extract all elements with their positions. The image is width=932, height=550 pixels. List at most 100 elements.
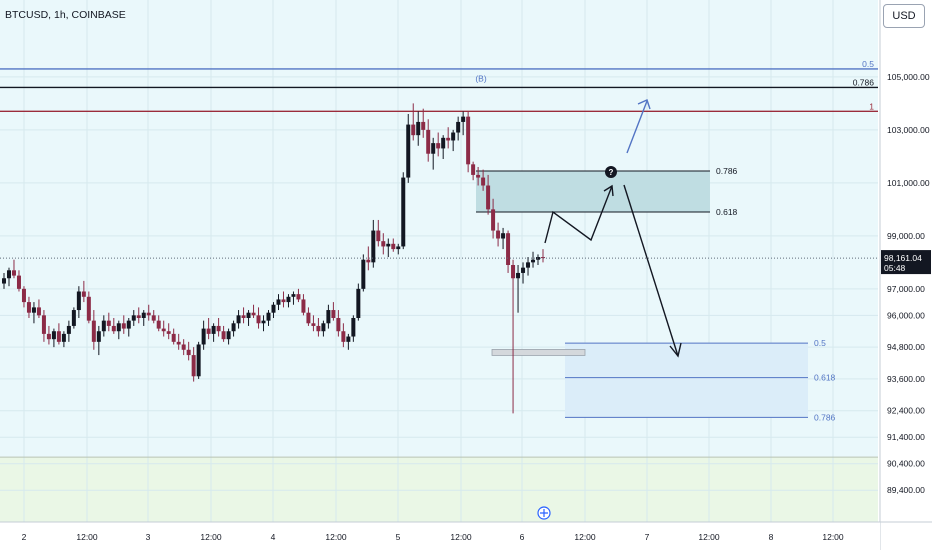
candle-body xyxy=(446,137,451,141)
projection-path xyxy=(544,185,613,244)
candle-body xyxy=(451,132,456,141)
candle-body xyxy=(456,121,461,133)
candle-body xyxy=(461,116,466,122)
price-tick-label: 99,000.00 xyxy=(887,231,925,241)
candle-body xyxy=(531,259,536,263)
wave-b-label: (B) xyxy=(475,73,487,83)
candle-body xyxy=(466,116,471,165)
candle-body xyxy=(171,333,176,342)
price-axis-bg xyxy=(880,0,932,550)
projection-down xyxy=(623,184,679,357)
candle-body xyxy=(321,323,326,332)
price-badge-value: 98,161.04 xyxy=(884,253,922,263)
candle-body xyxy=(226,331,231,340)
time-tick-label: 2 xyxy=(22,532,27,542)
candle-body xyxy=(161,328,166,332)
candle-body xyxy=(411,124,416,136)
crosshair-icon[interactable] xyxy=(537,506,551,520)
time-tick-label: 12:00 xyxy=(200,532,222,542)
candle-body xyxy=(431,143,436,154)
candle-body xyxy=(136,315,141,318)
candle-body xyxy=(436,143,441,149)
candle-body xyxy=(426,129,431,154)
level-label: 1 xyxy=(869,101,874,111)
price-tick-label: 90,400.00 xyxy=(887,459,925,469)
candle-body xyxy=(96,331,101,342)
candle-body xyxy=(521,267,526,273)
candle-body xyxy=(216,325,221,332)
candle-body xyxy=(66,325,71,334)
price-tick-label: 101,000.00 xyxy=(887,178,930,188)
candle-body xyxy=(201,328,206,345)
candle-body xyxy=(186,349,191,356)
upper-zone-label: 0.618 xyxy=(716,207,738,217)
candle-body xyxy=(191,355,196,377)
candle-body xyxy=(396,246,401,250)
time-tick-label: 8 xyxy=(769,532,774,542)
candle-body xyxy=(496,230,501,239)
candle-body xyxy=(21,288,26,303)
candle-body xyxy=(276,299,281,305)
price-tick-label: 93,600.00 xyxy=(887,374,925,384)
arrow-head xyxy=(669,342,682,358)
candle-body xyxy=(246,312,251,318)
candle-body xyxy=(256,315,261,324)
candle-body xyxy=(61,333,66,342)
candle-body xyxy=(46,333,51,340)
symbol-title: BTCUSD, 1h, COINBASE xyxy=(5,9,126,21)
candle-body xyxy=(56,331,61,342)
candle-body xyxy=(296,294,301,300)
candle-body xyxy=(391,243,396,250)
candle-body xyxy=(36,307,41,316)
candle-body xyxy=(31,307,36,313)
candle-body xyxy=(41,315,46,334)
candles xyxy=(0,103,878,414)
candle-body xyxy=(471,164,476,175)
candle-body xyxy=(366,259,371,263)
candle-body xyxy=(231,323,236,332)
lower-zone-label: 0.5 xyxy=(814,338,826,348)
candle-body xyxy=(346,336,351,342)
candle-body xyxy=(486,185,491,210)
price-tick-label: 97,000.00 xyxy=(887,284,925,294)
candle-body xyxy=(491,209,496,231)
candle-body xyxy=(501,233,506,239)
candle-body xyxy=(206,328,211,334)
upper-zone-box xyxy=(476,170,710,213)
candle-body xyxy=(386,243,391,247)
upper-zone-label: 0.786 xyxy=(716,166,738,176)
candle-body xyxy=(266,312,271,321)
price-tick-label: 91,400.00 xyxy=(887,432,925,442)
fib-levels: 0.5 0.786 1 (B) xyxy=(0,59,878,458)
candle-body xyxy=(371,230,376,263)
level-label: 0.786 xyxy=(853,77,875,87)
candle-body xyxy=(376,230,381,242)
candle-body xyxy=(281,299,286,303)
candle-body xyxy=(406,124,411,178)
candle-body xyxy=(476,174,481,178)
time-tick-label: 12:00 xyxy=(450,532,472,542)
candle-body xyxy=(331,310,336,318)
candle-body xyxy=(116,323,121,332)
alt-projection-up xyxy=(626,100,648,154)
candle-body xyxy=(481,177,486,186)
fib-zones: 0.786 0.618 0.5 0.618 0.786 xyxy=(476,166,836,422)
gray-marker-bar xyxy=(491,349,586,356)
candle-body xyxy=(416,121,421,136)
candle-body xyxy=(526,262,531,268)
question-mark: ? xyxy=(609,168,614,177)
currency-button[interactable]: USD xyxy=(883,4,925,28)
plot-background xyxy=(0,0,878,522)
candle-body xyxy=(421,121,426,130)
candle-body xyxy=(151,315,156,321)
candle-body xyxy=(131,315,136,321)
candle-body xyxy=(336,317,341,332)
time-tick-label: 12:00 xyxy=(574,532,596,542)
candle-body xyxy=(341,331,346,342)
candle-body xyxy=(211,325,216,334)
candle-body xyxy=(241,315,246,318)
candle-body xyxy=(356,288,361,318)
candle-body xyxy=(236,315,241,324)
